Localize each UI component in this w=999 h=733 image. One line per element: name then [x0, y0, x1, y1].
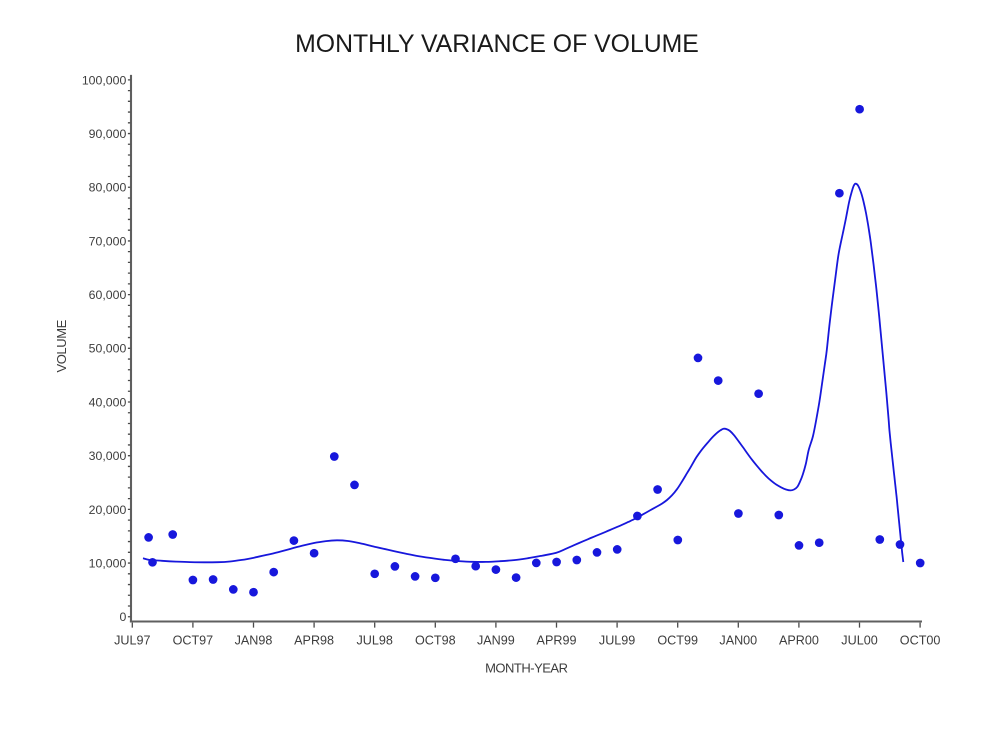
- svg-text:JAN99: JAN99: [477, 633, 515, 647]
- svg-text:OCT00: OCT00: [900, 633, 941, 647]
- svg-text:50,000: 50,000: [89, 342, 127, 356]
- svg-text:JUL98: JUL98: [356, 633, 392, 647]
- svg-text:APR99: APR99: [537, 633, 577, 647]
- svg-text:JUL97: JUL97: [114, 633, 150, 647]
- svg-text:OCT99: OCT99: [657, 633, 698, 647]
- svg-text:90,000: 90,000: [89, 127, 127, 141]
- svg-text:JUL99: JUL99: [599, 633, 635, 647]
- svg-text:40,000: 40,000: [89, 395, 127, 409]
- svg-text:OCT97: OCT97: [173, 633, 214, 647]
- svg-text:30,000: 30,000: [89, 449, 127, 463]
- svg-text:60,000: 60,000: [89, 288, 127, 302]
- svg-text:OCT98: OCT98: [415, 633, 456, 647]
- svg-text:80,000: 80,000: [89, 181, 127, 195]
- svg-text:70,000: 70,000: [89, 234, 127, 248]
- svg-text:JAN00: JAN00: [719, 633, 757, 647]
- svg-text:APR00: APR00: [779, 633, 819, 647]
- svg-text:APR98: APR98: [294, 633, 334, 647]
- svg-text:VOLUME: VOLUME: [54, 319, 69, 372]
- svg-text:MONTHLY VARIANCE OF VOLUME: MONTHLY VARIANCE OF VOLUME: [295, 31, 699, 58]
- svg-text:JAN98: JAN98: [235, 633, 273, 647]
- svg-text:20,000: 20,000: [89, 503, 127, 517]
- svg-text:0: 0: [119, 610, 126, 624]
- svg-text:JUL00: JUL00: [841, 633, 877, 647]
- svg-text:10,000: 10,000: [89, 556, 127, 570]
- svg-text:100,000: 100,000: [82, 73, 127, 87]
- svg-text:MONTH-YEAR: MONTH-YEAR: [485, 660, 568, 675]
